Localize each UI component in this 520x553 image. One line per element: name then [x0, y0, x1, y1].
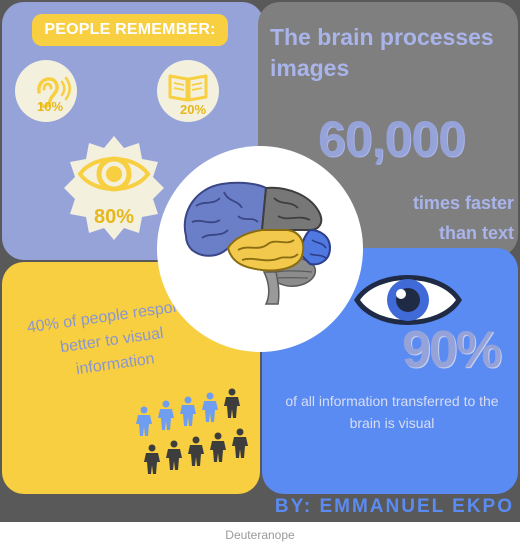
hearing-percent: 10% — [37, 99, 64, 114]
brain-illustration — [183, 181, 332, 305]
brain-speed-number: 60,000 — [318, 111, 466, 167]
infographic: PEOPLE REMEMBER: 10% 20% 80% The brain p… — [0, 0, 520, 522]
eye-icon — [77, 156, 151, 192]
person-icon — [188, 436, 204, 466]
reading-badge — [157, 60, 219, 122]
large-eye-icon — [354, 275, 462, 325]
ear-icon — [37, 76, 71, 109]
seeing-percent: 80% — [93, 206, 135, 228]
person-icon — [136, 406, 152, 436]
person-icon — [144, 444, 160, 474]
book-icon — [168, 74, 208, 102]
brain-speed-suffix-line1: times faster — [412, 193, 514, 213]
brain-speed-suffix: times faster than text — [370, 188, 514, 248]
brain-speed-suffix-line2: than text — [438, 223, 514, 243]
hearing-badge — [15, 60, 77, 122]
visual-share-text: of all information transferred to the br… — [285, 393, 499, 431]
person-icon — [210, 432, 226, 462]
brain-speed-text: The brain processes images — [270, 24, 494, 81]
person-icon — [166, 440, 182, 470]
visual-share-number: 90% — [402, 321, 502, 379]
person-icon — [202, 392, 218, 422]
person-icon — [158, 400, 174, 430]
author-byline: BY: EMMANUEL EKPO — [274, 496, 514, 517]
person-icon — [224, 388, 240, 418]
people-remember-title: PEOPLE REMEMBER: — [32, 14, 228, 46]
person-icon — [180, 396, 196, 426]
person-icon — [232, 428, 248, 458]
reading-percent: 20% — [180, 102, 207, 117]
image-caption: Deuteranope — [225, 528, 295, 542]
